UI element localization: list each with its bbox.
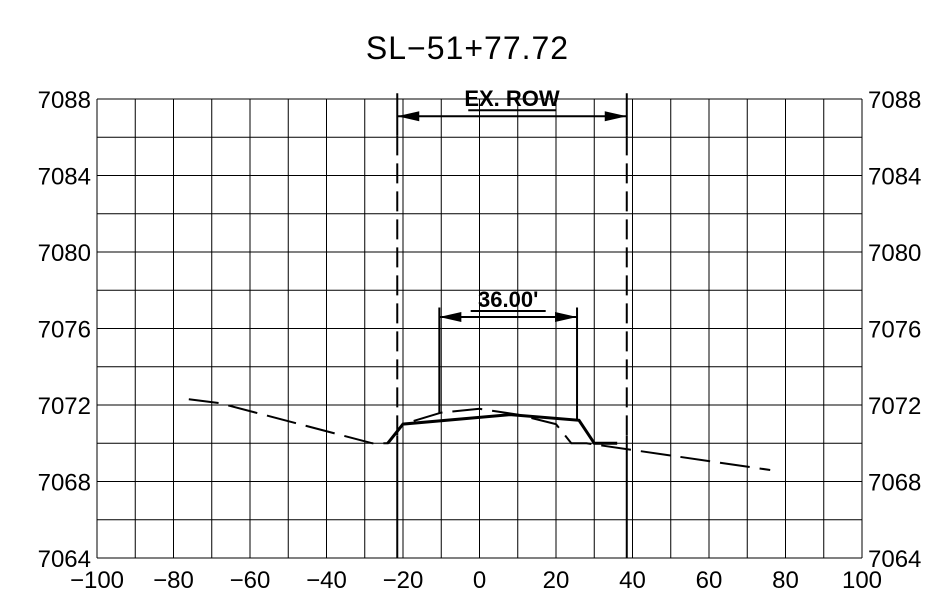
dimension-label: EX. ROW — [464, 86, 560, 111]
arrow-right — [555, 312, 578, 323]
y-tick-label: 7088 — [868, 87, 921, 114]
x-tick-label: 80 — [772, 567, 799, 594]
x-tick-label: −40 — [306, 567, 347, 594]
y-axis-left: 7088 7084 7080 7076 7072 7068 7064 — [38, 87, 91, 573]
x-axis: −100 −80 −60 −40 −20 0 20 40 60 80 100 — [70, 567, 882, 594]
arrow-left — [397, 111, 420, 122]
chart-title: SL−51+77.72 — [365, 30, 570, 66]
series-group — [188, 93, 771, 558]
existing-ground-line — [188, 398, 771, 471]
y-tick-label: 7080 — [868, 240, 921, 267]
proposed-grade-line — [386, 413, 618, 445]
y-tick-label: 7072 — [38, 393, 91, 420]
x-tick-label: 20 — [543, 567, 570, 594]
x-tick-label: −80 — [153, 567, 194, 594]
arrow-left — [439, 312, 462, 323]
dimension-label: 36.00' — [478, 287, 538, 312]
x-tick-label: 100 — [842, 567, 882, 594]
arrow-right — [604, 111, 627, 122]
y-tick-label: 7076 — [38, 317, 91, 344]
y-tick-label: 7064 — [868, 546, 921, 573]
x-tick-label: −60 — [230, 567, 271, 594]
y-axis-right: 7088 7084 7080 7076 7072 7068 7064 — [868, 87, 921, 573]
y-tick-label: 7076 — [868, 317, 921, 344]
y-tick-label: 7084 — [868, 164, 921, 191]
x-tick-label: −20 — [383, 567, 424, 594]
y-tick-label: 7064 — [38, 546, 91, 573]
y-tick-label: 7072 — [868, 393, 921, 420]
y-tick-label: 7084 — [38, 164, 91, 191]
x-tick-label: 40 — [619, 567, 646, 594]
x-tick-label: 60 — [696, 567, 723, 594]
y-tick-label: 7068 — [868, 470, 921, 497]
y-tick-label: 7068 — [38, 470, 91, 497]
x-tick-label: −100 — [70, 567, 124, 594]
grid — [96, 98, 863, 559]
y-tick-label: 7080 — [38, 240, 91, 267]
y-tick-label: 7088 — [38, 87, 91, 114]
x-tick-label: 0 — [473, 567, 486, 594]
annotations: EX. ROW 36.00' — [397, 86, 627, 421]
